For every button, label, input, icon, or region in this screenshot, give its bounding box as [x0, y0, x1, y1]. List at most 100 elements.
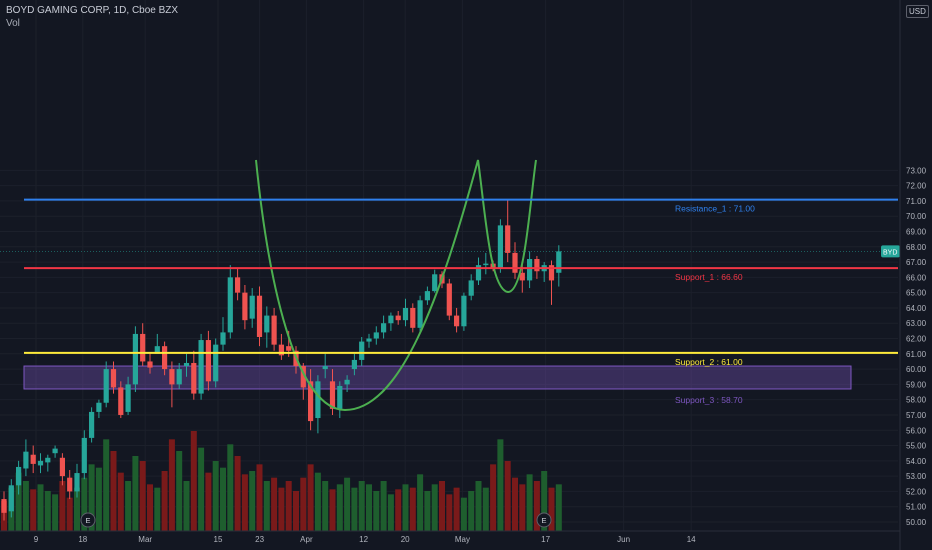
- volume-bar: [380, 481, 387, 531]
- candle-body: [264, 315, 270, 333]
- earnings-marker: [536, 512, 552, 528]
- volume-bar: [263, 481, 270, 531]
- volume-bar: [190, 431, 197, 531]
- volume-bar: [22, 481, 29, 531]
- candle-body: [395, 315, 401, 321]
- volume-bar: [227, 444, 234, 531]
- candle-body: [512, 252, 518, 273]
- level-label: Support_1 : 66.60: [675, 272, 743, 282]
- date-tick: 17: [541, 535, 550, 544]
- currency-button[interactable]: USD: [906, 5, 929, 18]
- level-label: Support_2 : 61.00: [675, 357, 743, 367]
- volume-bar: [161, 471, 168, 531]
- candle-body: [154, 346, 160, 354]
- candle-body: [67, 477, 73, 492]
- cup-and-handle-curve: [255, 159, 537, 412]
- price-tick: 57.00: [906, 411, 927, 420]
- volume-bar: [351, 487, 358, 531]
- volume-bar: [147, 484, 153, 531]
- volume-bar: [344, 477, 351, 531]
- candle-body: [81, 437, 87, 474]
- volume-bar: [358, 481, 365, 531]
- price-tick: 60.00: [906, 365, 927, 374]
- candle-body: [373, 332, 379, 339]
- volume-bar: [110, 451, 117, 531]
- volume-bar: [293, 491, 299, 531]
- price-tick: 72.00: [906, 182, 927, 191]
- volume-bar: [307, 464, 314, 531]
- volume-bar: [212, 461, 219, 531]
- symbol-title[interactable]: BOYD GAMING CORP, 1D, Cboe BZX: [6, 5, 179, 16]
- candle-body: [286, 346, 292, 351]
- candle-body: [198, 340, 204, 394]
- candle-body: [213, 344, 219, 382]
- volume-bar: [336, 484, 343, 531]
- volume-bar: [526, 474, 533, 531]
- date-tick: 15: [214, 535, 223, 544]
- volume-bar: [103, 439, 110, 531]
- candle-body: [402, 307, 409, 321]
- date-tick: 12: [359, 535, 368, 544]
- candle-body: [351, 359, 357, 370]
- price-tick: 68.00: [906, 243, 927, 252]
- candle-body: [388, 315, 394, 324]
- volume-bar: [497, 439, 504, 531]
- volume-bar: [285, 481, 292, 531]
- volume-bar: [234, 456, 241, 531]
- volume-bar: [59, 481, 66, 531]
- price-tick: 66.00: [906, 273, 927, 282]
- volume-bar: [198, 447, 205, 531]
- volume-bar: [417, 474, 424, 531]
- price-axis-bg: [900, 0, 932, 550]
- candle-body: [424, 291, 430, 301]
- candle-body: [497, 225, 503, 269]
- date-tick: Mar: [138, 535, 152, 544]
- candle-body: [220, 332, 226, 345]
- candle-body: [74, 473, 80, 492]
- volume-bar: [431, 484, 438, 531]
- candle-body: [534, 259, 540, 272]
- candle-body: [505, 225, 511, 253]
- candle-body: [381, 323, 387, 333]
- volume-bar: [329, 489, 336, 531]
- volume-bar: [88, 464, 95, 531]
- price-tick: 69.00: [906, 227, 927, 236]
- price-tick: 58.00: [906, 396, 927, 405]
- candle-body: [59, 457, 65, 477]
- volume-bar: [482, 487, 489, 531]
- volume-bar: [30, 489, 37, 531]
- candle-body: [183, 362, 190, 367]
- volume-bar: [402, 484, 409, 531]
- volume-bar: [541, 471, 548, 531]
- price-tick: 62.00: [906, 335, 927, 344]
- volume-bar: [555, 484, 562, 531]
- volume-bar: [117, 472, 124, 531]
- volume-bar: [446, 494, 453, 531]
- candle-body: [1, 499, 7, 513]
- candlesticks: [1, 199, 562, 521]
- earnings-marker-label: E: [541, 516, 546, 525]
- price-tick: 64.00: [906, 304, 927, 313]
- volume-bar: [475, 481, 482, 531]
- candle-body: [16, 466, 22, 486]
- volume-bar: [322, 481, 329, 531]
- volume-bar: [95, 467, 102, 531]
- candle-body: [176, 369, 182, 385]
- volume-bar: [220, 467, 226, 531]
- candle-body: [235, 277, 241, 293]
- price-tick: 51.00: [906, 503, 927, 512]
- candle-body: [278, 344, 284, 356]
- volume-bar: [424, 491, 431, 531]
- candle-body: [410, 307, 416, 328]
- volume-bar: [37, 484, 44, 531]
- volume-bar: [241, 474, 248, 531]
- volume-bar: [460, 497, 467, 531]
- volume-bar: [15, 472, 22, 531]
- candle-body: [432, 274, 438, 292]
- volume-bars: [1, 431, 562, 531]
- grid-lines: [0, 0, 898, 531]
- candle-body: [417, 300, 423, 328]
- volume-label[interactable]: Vol: [6, 18, 20, 29]
- price-tick: 50.00: [906, 518, 927, 527]
